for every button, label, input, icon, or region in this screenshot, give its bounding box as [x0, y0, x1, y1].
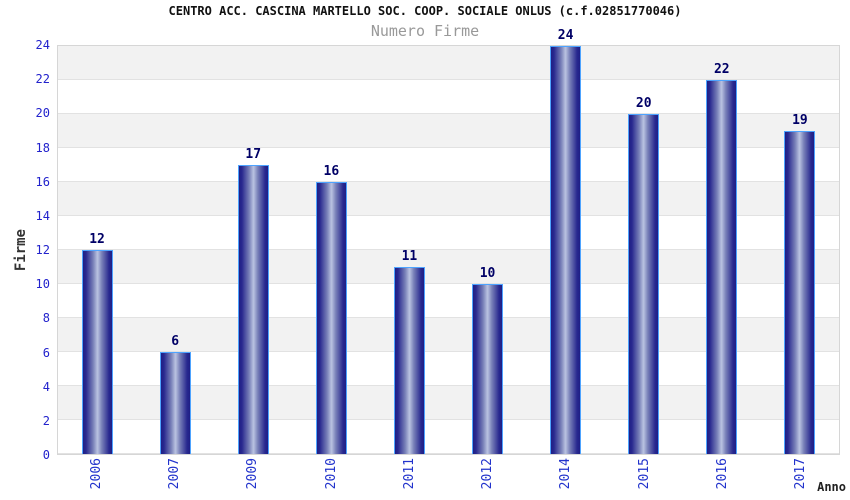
y-tick-label: 2 — [42, 413, 50, 428]
bar-2014 — [550, 46, 582, 454]
y-tick-label: 8 — [42, 311, 50, 326]
y-tick-label: 20 — [35, 106, 50, 121]
bar-value-label: 11 — [401, 249, 418, 265]
y-tick-label: 18 — [35, 140, 50, 155]
bar-2010 — [315, 182, 347, 454]
y-axis-ticks: 0 2 4 6 8 10 12 14 16 18 20 22 24 — [0, 38, 50, 462]
bar-series: 12 6 17 16 11 10 24 20 22 19 — [58, 28, 839, 454]
bar-2011 — [393, 267, 425, 454]
x-tick-slot: 2011 — [370, 458, 448, 500]
bar-slot-2006: 12 — [58, 46, 136, 454]
y-tick-label: 14 — [35, 208, 50, 223]
y-tick-label: 4 — [42, 379, 50, 394]
x-tick-label: 2009 — [245, 458, 261, 490]
bar-value-label: 16 — [323, 164, 340, 180]
x-tick-slot: 2014 — [527, 458, 605, 500]
bar-value-label: 24 — [557, 28, 574, 43]
y-tick-label: 6 — [42, 345, 50, 360]
x-tick-label: 2006 — [88, 458, 104, 490]
bar-slot-2009: 17 — [214, 46, 292, 454]
bar-2006 — [81, 250, 113, 454]
x-tick-slot: 2012 — [448, 458, 526, 500]
bar-value-label: 6 — [171, 334, 180, 349]
x-tick-label: 2007 — [166, 458, 182, 490]
x-tick-label: 2016 — [715, 458, 731, 490]
bar-value-label: 19 — [792, 113, 808, 129]
grid-band-gray — [58, 46, 839, 80]
chart-title: CENTRO ACC. CASCINA MARTELLO SOC. COOP. … — [168, 4, 682, 18]
x-tick-slot: 2010 — [292, 458, 370, 500]
bar-slot-2017: 19 — [761, 46, 839, 454]
x-tick-slot: 2007 — [135, 458, 213, 500]
x-tick-label: 2011 — [401, 458, 417, 490]
y-tick-label: 16 — [35, 174, 50, 189]
x-tick-label: 2012 — [480, 458, 496, 490]
y-tick-label: 10 — [35, 277, 50, 292]
bar-slot-2010: 16 — [292, 46, 370, 454]
chart-subtitle: Numero Firme — [370, 22, 480, 40]
x-tick-slot: 2016 — [683, 458, 761, 500]
bar-value-label: 12 — [89, 232, 105, 247]
bar-value-label: 10 — [479, 266, 496, 281]
bar-value-label: 22 — [713, 62, 730, 78]
bar-value-label: 20 — [635, 96, 652, 111]
bar-slot-2014: 24 — [527, 28, 605, 454]
y-tick-label: 22 — [35, 72, 50, 87]
y-tick-label: 0 — [42, 448, 50, 462]
x-axis-ticks: 2006 2007 2009 2010 2011 2012 2014 2015 2016 2017 — [57, 458, 840, 500]
bar-2007 — [159, 352, 191, 454]
bar-slot-2012: 10 — [448, 46, 526, 454]
x-tick-slot: 2009 — [214, 458, 292, 500]
plot-area: 12 6 17 16 11 10 24 20 22 19 — [57, 28, 840, 455]
x-tick-slot: 2015 — [605, 458, 683, 500]
x-tick-label: 2015 — [636, 458, 652, 490]
x-axis-title: Anno — [817, 480, 846, 494]
x-tick-label: 2014 — [558, 458, 574, 490]
bar-2016 — [706, 80, 738, 454]
bar-value-label: 17 — [245, 147, 262, 162]
x-tick-label: 2010 — [323, 458, 339, 490]
bar-slot-2011: 11 — [370, 46, 448, 454]
bar-slot-2016: 22 — [683, 46, 761, 454]
bar-slot-2007: 6 — [136, 46, 214, 454]
bar-2009 — [237, 165, 269, 454]
bar-slot-2015: 20 — [605, 46, 683, 454]
y-tick-label: 24 — [35, 38, 50, 52]
bar-2015 — [628, 114, 660, 454]
bar-2012 — [472, 284, 504, 454]
bar-2017 — [784, 131, 816, 454]
x-tick-label: 2017 — [793, 458, 809, 490]
y-tick-label: 12 — [35, 243, 50, 257]
x-tick-slot: 2006 — [57, 458, 135, 500]
